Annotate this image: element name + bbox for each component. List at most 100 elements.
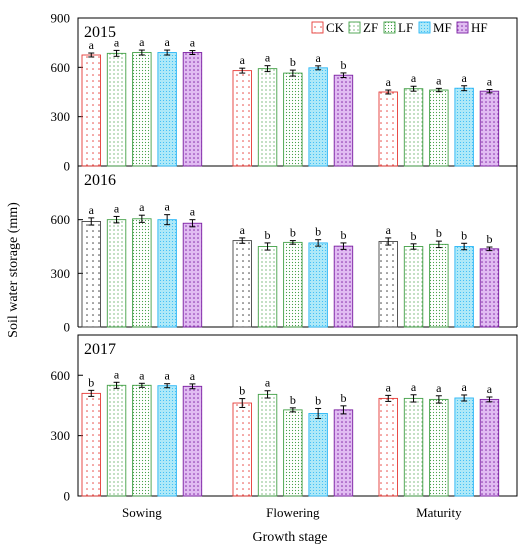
bar <box>378 91 398 167</box>
legend-swatch <box>456 21 469 34</box>
bar <box>257 393 278 497</box>
y-tick-label: 300 <box>51 428 71 443</box>
bar <box>333 74 354 167</box>
y-tick-label: 300 <box>51 109 71 124</box>
y-axis-title: Soil water storage (mm) <box>6 202 21 338</box>
significance-label: a <box>265 51 271 65</box>
bar <box>232 402 252 497</box>
bar <box>333 409 354 497</box>
panel-year-label: 2017 <box>84 341 116 358</box>
significance-label: a <box>89 203 95 217</box>
bar <box>308 242 328 328</box>
significance-label: a <box>487 75 493 89</box>
bar <box>81 54 101 167</box>
y-tick-label: 0 <box>64 320 71 335</box>
x-tick-label: Flowering <box>266 505 320 520</box>
bar <box>283 241 303 328</box>
bar <box>403 397 424 497</box>
y-tick-label: 300 <box>51 266 71 281</box>
bar <box>132 384 152 497</box>
legend-label: LF <box>398 20 413 35</box>
significance-label: b <box>340 58 346 72</box>
bar <box>378 241 398 328</box>
bar <box>454 397 474 497</box>
y-tick-label: 600 <box>51 368 71 383</box>
bar <box>479 248 500 328</box>
significance-label: a <box>411 71 417 85</box>
significance-label: a <box>265 376 271 390</box>
bar <box>403 88 424 167</box>
significance-label: a <box>114 35 120 49</box>
bar <box>232 240 252 328</box>
bar <box>333 245 354 328</box>
legend-label: CK <box>326 20 345 35</box>
bar <box>106 52 127 167</box>
significance-label: a <box>164 369 170 383</box>
bar <box>283 409 303 497</box>
x-tick-label: Sowing <box>122 505 162 520</box>
y-tick-label: 600 <box>51 60 71 75</box>
significance-label: a <box>487 382 493 396</box>
bar <box>182 385 203 497</box>
significance-label: a <box>386 75 392 89</box>
bar <box>479 398 500 497</box>
significance-label: a <box>190 36 196 50</box>
significance-label: a <box>315 51 321 65</box>
significance-label: b <box>239 384 245 398</box>
legend-label: HF <box>471 20 488 35</box>
significance-label: b <box>411 229 417 243</box>
significance-label: a <box>461 380 467 394</box>
significance-label: a <box>164 200 170 214</box>
legend-swatch <box>348 21 361 34</box>
significance-label: a <box>190 369 196 383</box>
significance-label: b <box>315 393 321 407</box>
significance-label: a <box>436 381 442 395</box>
bar <box>81 392 101 497</box>
significance-label: a <box>139 368 145 382</box>
y-tick-label: 900 <box>51 11 71 26</box>
y-tick-label: 0 <box>64 489 71 504</box>
significance-label: b <box>290 55 296 69</box>
bar <box>378 397 398 497</box>
bar <box>308 67 328 167</box>
significance-label: a <box>386 380 392 394</box>
bar <box>429 243 449 328</box>
significance-label: b <box>436 226 442 240</box>
bar <box>429 89 449 167</box>
bar <box>308 413 328 497</box>
bar <box>106 219 127 328</box>
bar <box>403 246 424 328</box>
significance-label: a <box>139 200 145 214</box>
bar <box>429 398 449 497</box>
panel-year-label: 2016 <box>84 172 116 189</box>
significance-label: a <box>386 223 392 237</box>
significance-label: a <box>114 367 120 381</box>
legend-label: MF <box>433 20 452 35</box>
bar <box>479 90 500 167</box>
bar <box>81 221 101 328</box>
bar <box>257 68 278 167</box>
significance-label: a <box>461 71 467 85</box>
bar <box>106 384 127 497</box>
significance-label: b <box>340 391 346 405</box>
bar <box>157 52 177 167</box>
bar <box>454 87 474 167</box>
significance-label: b <box>290 226 296 240</box>
significance-label: a <box>139 35 145 49</box>
panel-year-label: 2015 <box>84 24 116 41</box>
y-tick-label: 0 <box>64 159 71 174</box>
significance-label: b <box>340 228 346 242</box>
bar <box>182 222 203 328</box>
x-tick-label: Maturity <box>416 505 462 520</box>
bar <box>157 219 177 328</box>
bar <box>132 218 152 328</box>
significance-label: b <box>265 228 271 242</box>
x-axis-title: Growth stage <box>252 530 327 545</box>
significance-label: b <box>461 228 467 242</box>
legend-swatch <box>418 21 431 34</box>
bar <box>232 70 252 167</box>
bar <box>257 246 278 328</box>
significance-label: a <box>190 205 196 219</box>
